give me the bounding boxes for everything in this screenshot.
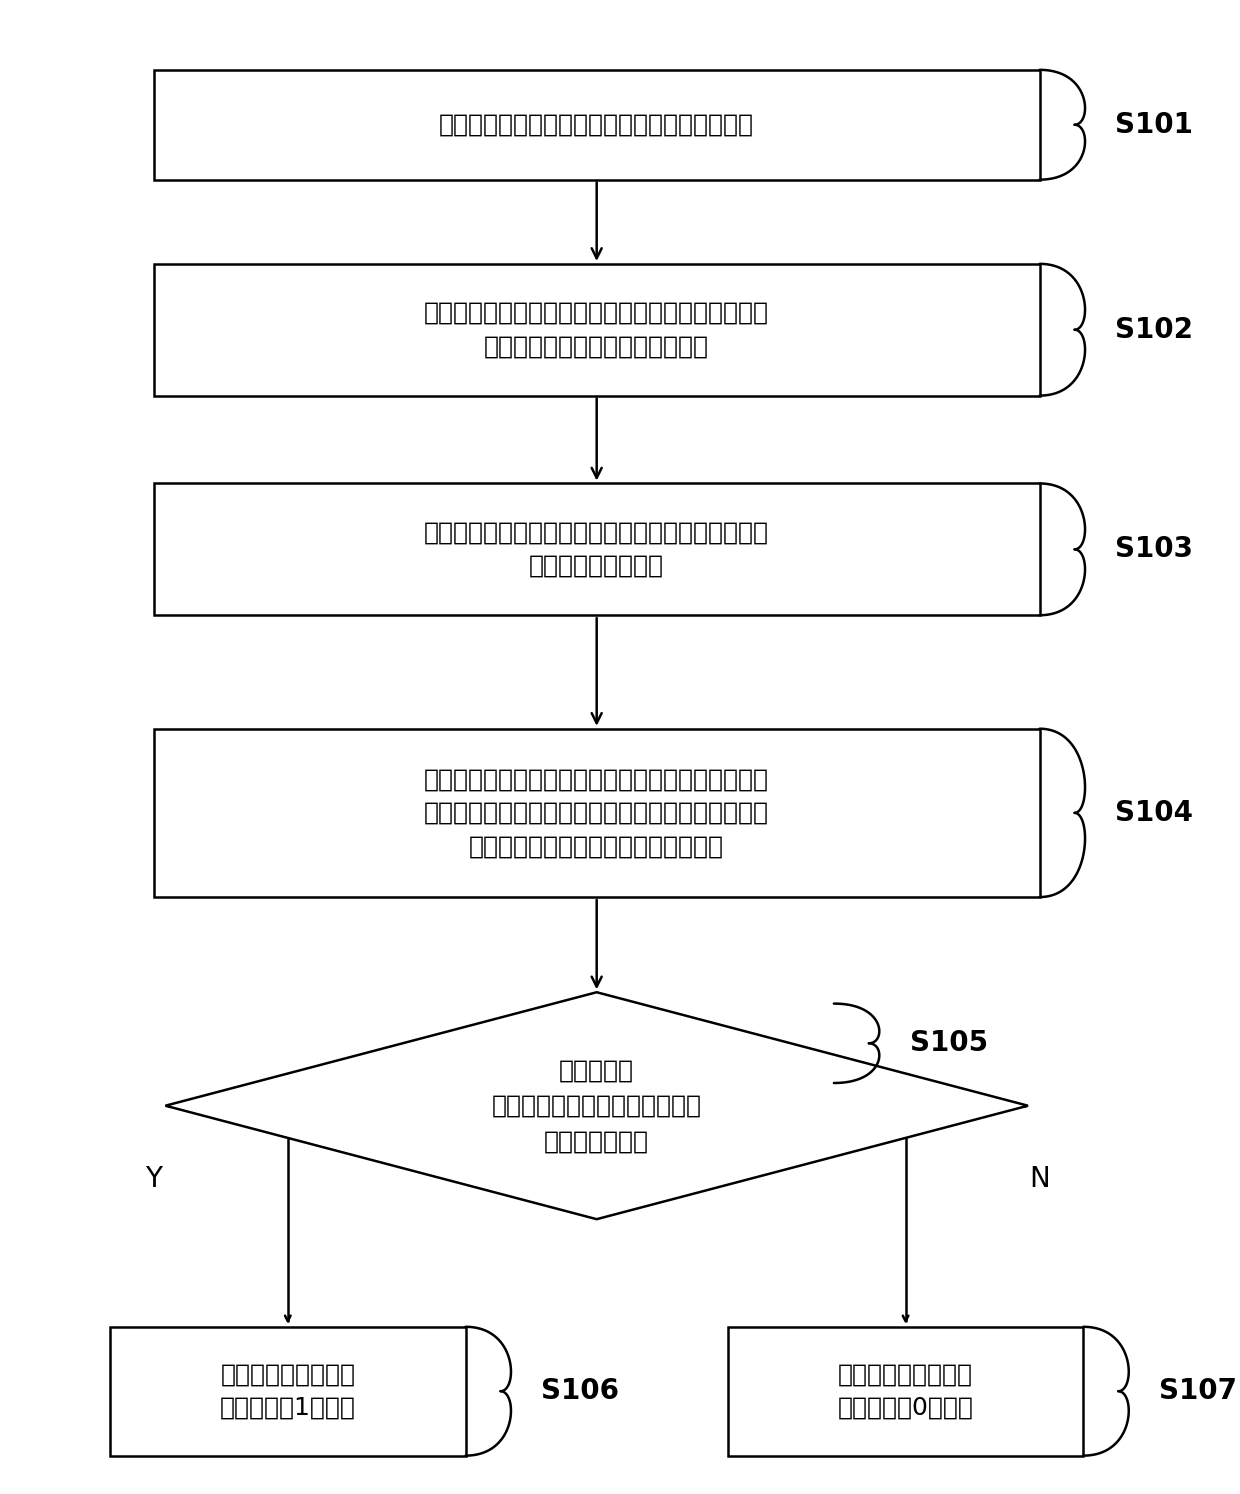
Text: 确定像素的二值化数
据输出值为0并输出: 确定像素的二值化数 据输出值为0并输出 bbox=[838, 1363, 973, 1419]
FancyBboxPatch shape bbox=[154, 70, 1039, 179]
Text: N: N bbox=[1029, 1165, 1050, 1192]
Text: 判断像素的
灰度值是否大于或者等于像素的
像素二值化阈值: 判断像素的 灰度值是否大于或者等于像素的 像素二值化阈值 bbox=[492, 1058, 702, 1153]
Text: 对图像传感器获取的原始图像数据进行中值滤波，并
确定像素阵列中各个像素的灰度值: 对图像传感器获取的原始图像数据进行中值滤波，并 确定像素阵列中各个像素的灰度值 bbox=[424, 300, 769, 359]
FancyBboxPatch shape bbox=[110, 1327, 465, 1455]
Text: 将图像传感器的像素阵列划分成多个子像素阵列: 将图像传感器的像素阵列划分成多个子像素阵列 bbox=[439, 112, 754, 137]
Polygon shape bbox=[165, 992, 1028, 1219]
Text: 根据子像素阵列中各个像素的灰度值，计算子像素阵
列的区域二值化阈值: 根据子像素阵列中各个像素的灰度值，计算子像素阵 列的区域二值化阈值 bbox=[424, 520, 769, 578]
FancyBboxPatch shape bbox=[728, 1327, 1084, 1455]
Text: S101: S101 bbox=[1116, 111, 1193, 139]
Text: S106: S106 bbox=[542, 1377, 619, 1406]
Text: S102: S102 bbox=[1116, 315, 1193, 344]
Text: Y: Y bbox=[145, 1165, 162, 1192]
FancyBboxPatch shape bbox=[154, 264, 1039, 396]
Text: S103: S103 bbox=[1116, 535, 1193, 563]
FancyBboxPatch shape bbox=[154, 729, 1039, 896]
FancyBboxPatch shape bbox=[154, 484, 1039, 616]
Text: S107: S107 bbox=[1159, 1377, 1238, 1406]
Text: S104: S104 bbox=[1116, 799, 1193, 826]
Text: 确定像素的参考子像素阵列，并根据参考子像素阵列
的区域二值化阈值以及像素与参考子像素阵列的中心
点的距离，计算像素的像素二值化阈值: 确定像素的参考子像素阵列，并根据参考子像素阵列 的区域二值化阈值以及像素与参考子… bbox=[424, 768, 769, 859]
Text: 确定像素的二值化数
据输出值为1并输出: 确定像素的二值化数 据输出值为1并输出 bbox=[219, 1363, 356, 1419]
Text: S105: S105 bbox=[910, 1029, 988, 1058]
